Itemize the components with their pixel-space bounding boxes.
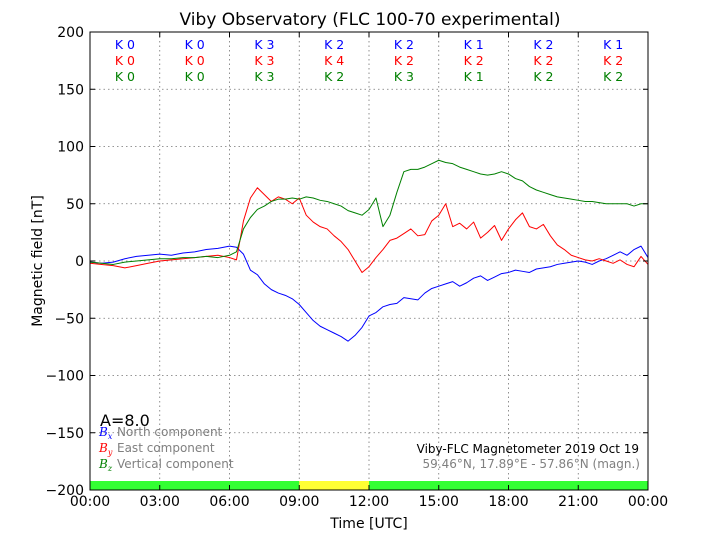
y-tick-label: 0 — [75, 254, 84, 270]
k-index-label: K 2 — [533, 37, 553, 52]
y-tick-label: −150 — [46, 426, 84, 442]
k-index-label: K 0 — [115, 69, 135, 84]
y-tick-label: 50 — [66, 197, 84, 213]
activity-segment — [90, 481, 300, 490]
station-label: Viby-FLC Magnetometer 2019 Oct 19 — [417, 442, 639, 456]
k-index-label: K 3 — [254, 69, 274, 84]
k-index-label: K 2 — [603, 69, 623, 84]
chart-title: Viby Observatory (FLC 100-70 experimenta… — [180, 10, 561, 30]
x-tick-label: 18:00 — [488, 494, 528, 510]
x-axis-ticks: 00:00 03:00 06:00 09:00 12:00 15:00 18:00 21:00… — [70, 32, 668, 510]
y-tick-label: 200 — [57, 25, 84, 41]
k-index-label: K 0 — [185, 69, 205, 84]
k-index-label: K 2 — [324, 69, 344, 84]
x-tick-label: 00:00 — [70, 494, 110, 510]
k-index-label: K 3 — [394, 69, 414, 84]
y-axis-ticks: −200 −150 −100 −50 0 50 100 150 200 — [46, 25, 648, 499]
y-axis-label: Magnetic field [nT] — [30, 195, 46, 327]
legend-label-y: East component — [117, 441, 215, 455]
y-tick-label: −50 — [54, 311, 84, 327]
legend-label-z: Vertical component — [117, 457, 234, 471]
legend-symbol-z: Bz — [98, 457, 113, 473]
k-index-label: K 2 — [464, 53, 484, 68]
x-tick-label: 15:00 — [419, 494, 459, 510]
k-index-label: K 2 — [324, 37, 344, 52]
x-tick-label: 21:00 — [558, 494, 598, 510]
k-index-label: K 2 — [533, 69, 553, 84]
y-tick-label: −100 — [46, 369, 84, 385]
y-tick-label: −200 — [46, 483, 84, 499]
k-index-label: K 2 — [603, 53, 623, 68]
k-index-label: K 2 — [394, 37, 414, 52]
k-index-label: K 1 — [603, 37, 623, 52]
gridlines — [90, 32, 648, 490]
legend-symbol-x: Bx — [98, 425, 113, 441]
legend: Bx North component By East component Bz Verti… — [98, 425, 234, 473]
k-index-label: K 3 — [254, 37, 274, 52]
legend-symbol-y: By — [98, 441, 113, 457]
y-tick-label: 100 — [57, 140, 84, 156]
k-index-label: K 4 — [324, 53, 344, 68]
x-axis-label: Time [UTC] — [329, 516, 407, 532]
y-tick-label: 150 — [57, 82, 84, 98]
legend-label-x: North component — [117, 425, 223, 439]
x-tick-label: 12:00 — [349, 494, 389, 510]
k-index-label: K 0 — [185, 53, 205, 68]
series-lines — [89, 159, 649, 342]
k-index-label: K 2 — [394, 53, 414, 68]
coordinates-label: 59.46°N, 17.89°E - 57.86°N (magn.) — [423, 457, 640, 471]
k-index-label: K 2 — [533, 53, 553, 68]
k-index-label: K 0 — [115, 37, 135, 52]
x-tick-label: 00:00 — [628, 494, 668, 510]
k-index-label: K 0 — [115, 53, 135, 68]
k-index-label: K 1 — [464, 37, 484, 52]
k-index-label: K 0 — [185, 37, 205, 52]
x-tick-label: 06:00 — [209, 494, 249, 510]
x-tick-label: 09:00 — [279, 494, 319, 510]
x-tick-label: 03:00 — [140, 494, 180, 510]
series-line-x — [89, 245, 649, 342]
series-line-y — [89, 187, 649, 273]
activity-segment — [299, 481, 369, 490]
k-index-label: K 1 — [464, 69, 484, 84]
a-index-label: A=8.0 — [100, 411, 150, 430]
k-index-label: K 3 — [254, 53, 274, 68]
series-line-z — [89, 159, 648, 265]
